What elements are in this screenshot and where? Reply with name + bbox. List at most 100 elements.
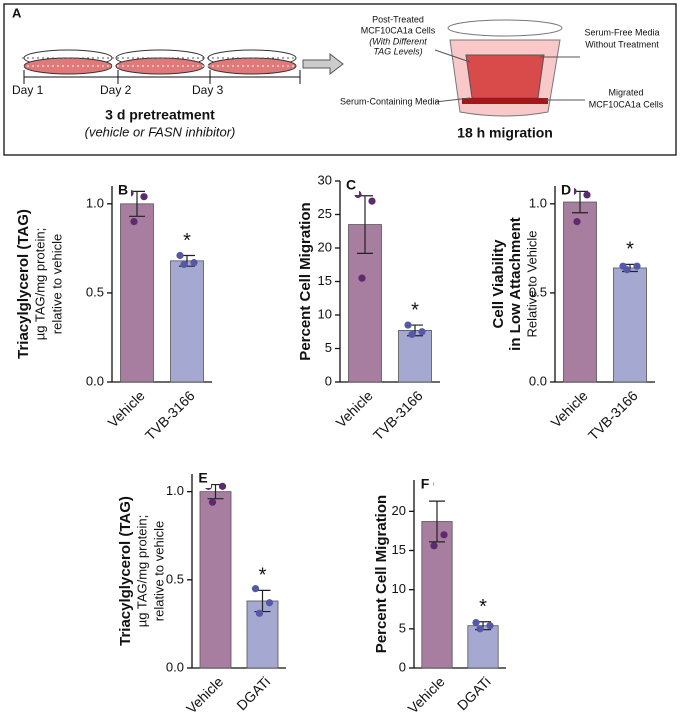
data-point	[130, 218, 138, 226]
x-tick-label: DGATi	[233, 673, 273, 713]
y-tick-label: 15	[392, 542, 406, 557]
panel-label: B	[118, 182, 128, 198]
y-tick-label: 20	[392, 503, 406, 518]
x-tick-label: TVB-3166	[142, 387, 198, 443]
data-point	[251, 585, 260, 593]
bar	[467, 625, 499, 669]
y-tick-label: 0	[325, 373, 332, 388]
y-tick-label: 0.0	[166, 659, 184, 674]
pretreatment: 3 d pretreatment	[105, 107, 215, 123]
arrow	[302, 52, 344, 76]
migration: 18 h migration	[457, 125, 553, 141]
y-axis-title: Cell Viability	[490, 239, 507, 329]
day-label: Day 1	[12, 83, 44, 97]
y-tick-label: 1.0	[86, 195, 104, 210]
x-tick-label: TVB-3166	[370, 387, 426, 443]
dish	[115, 57, 205, 75]
data-point	[180, 260, 188, 268]
annotation-line: MCF10CA1a Cells	[589, 99, 664, 109]
data-point	[140, 193, 148, 201]
panel-label-box	[195, 470, 211, 488]
annotation-line: (With Different	[369, 36, 427, 46]
y-tick-label: 0	[399, 659, 406, 674]
data-point	[476, 625, 484, 633]
data-point	[633, 262, 641, 270]
x-tick-label: TVB-3166	[585, 387, 641, 443]
x-tick-label: Vehicle	[104, 387, 147, 430]
data-point	[408, 330, 416, 339]
data-point	[623, 266, 631, 274]
annotation-line: Migrated	[608, 87, 643, 97]
annotation-line: Serum-Containing Media	[340, 96, 440, 106]
leader	[434, 97, 471, 103]
y-tick-label: 20	[318, 239, 332, 254]
y-tick-label: 10	[392, 581, 406, 596]
y-axis-subtitle: µg TAG/mg protein;	[134, 515, 149, 628]
y-axis-title: Percent Cell Migration	[373, 495, 390, 653]
bar	[246, 600, 279, 669]
y-tick-label: 0.5	[529, 284, 547, 299]
y-axis-subtitle: relative to vehicle	[151, 521, 166, 621]
data-point	[472, 618, 480, 627]
y-axis-title: Triacylglycerol (TAG)	[117, 496, 134, 646]
significance: *	[259, 565, 267, 587]
annotation-line: MCF10CA1a Cells	[361, 25, 436, 35]
x-tick-label: DGATi	[454, 673, 494, 713]
dishes	[22, 49, 297, 75]
significance: *	[626, 239, 634, 261]
y-axis-subtitle: relative to vehicle	[49, 234, 64, 334]
panel-label: E	[198, 470, 207, 486]
significance: *	[183, 230, 191, 252]
y-tick-label: 0.0	[529, 373, 547, 388]
panel-label: F	[421, 476, 430, 492]
data-point	[404, 321, 412, 329]
annotation-line: TAG Levels)	[373, 46, 422, 56]
transwell	[447, 19, 563, 117]
annotation-line: Without Treatment	[585, 39, 659, 49]
annotation-line: Post-Treated	[372, 14, 424, 24]
data-point	[358, 274, 366, 282]
bar	[170, 260, 204, 383]
data-point	[430, 542, 438, 550]
data-point	[208, 498, 217, 506]
bar	[421, 521, 453, 669]
error-bar	[429, 500, 445, 543]
well-rim	[447, 19, 563, 37]
pretreatment-note: (vehicle or FASN inhibitor)	[85, 124, 236, 139]
y-axis-subtitle: µg TAG/mg protein;	[32, 228, 47, 341]
y-tick-label: 0.5	[166, 571, 184, 586]
y-tick-label: 30	[318, 172, 332, 187]
bar	[120, 203, 154, 383]
y-tick-label: 10	[318, 306, 332, 321]
day-label: Day 3	[192, 83, 224, 97]
significance: *	[479, 596, 487, 618]
data-point	[368, 197, 376, 205]
data-point	[418, 328, 426, 336]
panel-label: C	[346, 177, 356, 193]
panel-label-box	[558, 182, 574, 200]
data-point	[176, 251, 184, 260]
x-tick-label: Vehicle	[332, 387, 375, 430]
panel-label-box	[115, 182, 131, 200]
migrated-cells	[462, 98, 548, 104]
data-point	[583, 191, 591, 199]
panel-label: D	[561, 182, 571, 198]
y-axis-title: in Low Attachment	[507, 217, 524, 351]
panel-label: A	[12, 5, 22, 20]
bar	[398, 330, 432, 383]
x-tick-label: Vehicle	[404, 673, 447, 716]
data-point	[190, 259, 198, 267]
panel-label-box	[417, 476, 433, 494]
y-axis-title: Triacylglycerol (TAG)	[15, 209, 32, 359]
data-point	[440, 531, 448, 539]
y-tick-label: 0.5	[86, 284, 104, 299]
bar	[563, 201, 597, 383]
panel-a: A Day 1 Day 2 Day 3 3 d pretreatment (ve…	[3, 3, 677, 156]
data-point	[265, 599, 274, 607]
y-tick-label: 1.0	[166, 483, 184, 498]
x-tick-label: Vehicle	[183, 673, 226, 716]
y-tick-label: 15	[318, 273, 332, 288]
bar	[199, 491, 232, 669]
data-point	[573, 218, 581, 226]
